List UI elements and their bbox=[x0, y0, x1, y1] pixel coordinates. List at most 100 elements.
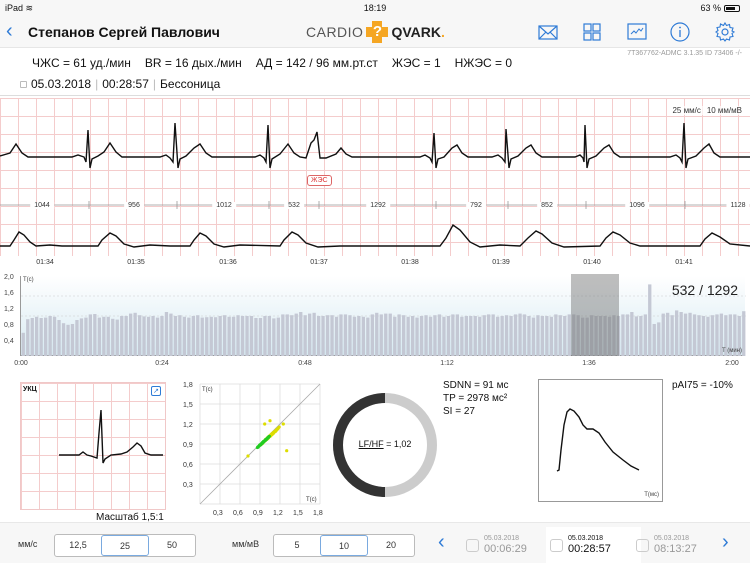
gain-selector[interactable]: 5 10 20 bbox=[273, 534, 415, 557]
record-note: Бессоница bbox=[160, 77, 221, 91]
x-axis-label: T (мин) bbox=[721, 348, 742, 354]
speed-label: 25 мм/с bbox=[672, 106, 701, 115]
pvc-badge[interactable]: ЖЭС bbox=[307, 175, 332, 186]
gear-icon[interactable] bbox=[714, 21, 736, 43]
ecg-strip[interactable]: 25 мм/с 10 мм/мВ ЖЭС 1044 956 1012 532 1292 7… bbox=[0, 98, 750, 270]
record-item-active[interactable]: 05.03.2018 00:28:57 bbox=[546, 527, 641, 563]
ecg-lead-1 bbox=[0, 122, 750, 169]
record-checkbox[interactable] bbox=[550, 538, 563, 552]
y-tick: 1,2 bbox=[183, 422, 193, 429]
device-label: iPad ≋ bbox=[5, 3, 34, 13]
tp-value: TP = 2978 мс² bbox=[443, 393, 508, 404]
rr-interval-value: 1096 bbox=[625, 202, 649, 209]
x-tick: 1:36 bbox=[582, 360, 596, 367]
mail-icon[interactable] bbox=[537, 21, 559, 43]
logo-dot: . bbox=[440, 24, 445, 40]
lf-hf-label: LF/HF = 1,02 bbox=[332, 439, 438, 449]
y-tick: 1,2 bbox=[4, 306, 14, 313]
record-checkbox[interactable] bbox=[466, 538, 479, 552]
patient-name: Степанов Сергей Павлович bbox=[28, 24, 220, 40]
ukc-label: УКЦ bbox=[23, 386, 37, 393]
si-value: SI = 27 bbox=[443, 406, 475, 417]
gain-option-10[interactable]: 10 bbox=[320, 535, 368, 556]
speed-option-12-5[interactable]: 12,5 bbox=[69, 540, 87, 550]
vital-pvc: ЖЭС = 1 bbox=[391, 56, 441, 70]
pulsogram-chart: T(мс) bbox=[538, 379, 663, 502]
x-tick: 1,8 bbox=[313, 510, 323, 517]
record-info: 05.03.2018 | 00:28:57 | Бессоница bbox=[20, 77, 220, 91]
analysis-panels: УКЦ ↗ Масштаб 1,5:1 1,8 1,5 1,2 0,9 0,6 … bbox=[0, 375, 750, 523]
record-time: 00:28:57 bbox=[102, 77, 149, 91]
chevron-right-icon[interactable]: › bbox=[722, 531, 729, 553]
x-tick: 0:00 bbox=[14, 360, 28, 367]
x-tick: 0:24 bbox=[155, 360, 169, 367]
nav-bar: ‹ Степанов Сергей Павлович CARDIO ? QVAR… bbox=[0, 16, 750, 48]
device-id: 7T367762-ADMC 3.1.35 ID 73406 -/- bbox=[627, 50, 742, 57]
time-tick: 01:41 bbox=[675, 259, 693, 266]
y-tick: 0,6 bbox=[183, 462, 193, 469]
grid-icon[interactable] bbox=[581, 21, 603, 43]
record-item[interactable]: 05.03.2018 08:13:27 bbox=[632, 527, 727, 563]
record-date: 05.03.2018 bbox=[484, 535, 520, 542]
rhythmogram-bars bbox=[21, 284, 746, 356]
x-tick: 1,5 bbox=[293, 510, 303, 517]
lf-hf-chart: LF/HF = 1,02 bbox=[332, 392, 438, 498]
time-tick: 01:37 bbox=[310, 259, 328, 266]
patient-info: 7T367762-ADMC 3.1.35 ID 73406 -/- ЧЖС = … bbox=[0, 48, 750, 96]
gain-option-20[interactable]: 20 bbox=[385, 540, 396, 550]
vital-hr: ЧЖС = 61 уд./мин bbox=[32, 56, 131, 70]
ecg-time-axis: 01:34 01:35 01:36 01:37 01:38 01:39 01:40 01:41 bbox=[0, 256, 750, 270]
record-checkbox[interactable] bbox=[20, 80, 27, 88]
logo-cardio: CARDIO bbox=[306, 24, 364, 40]
speed-option-50[interactable]: 50 bbox=[166, 540, 177, 550]
chevron-left-icon[interactable]: ‹ bbox=[6, 20, 13, 42]
average-complex-panel: УКЦ ↗ bbox=[20, 382, 166, 510]
gain-option-5[interactable]: 5 bbox=[294, 540, 300, 550]
record-time: 08:13:27 bbox=[654, 543, 697, 555]
pai-value: pAI75 = -10% bbox=[672, 380, 733, 391]
rr-interval-value: 1012 bbox=[212, 202, 236, 209]
time-tick: 01:34 bbox=[36, 259, 54, 266]
lf-hf-key: LF/HF bbox=[358, 439, 384, 449]
record-date: 05.03.2018 bbox=[568, 535, 604, 542]
ecg-scale-label: 25 мм/с 10 мм/мВ bbox=[672, 106, 742, 115]
y-tick: 1,8 bbox=[183, 382, 193, 389]
speed-selector[interactable]: 12,5 25 50 bbox=[54, 534, 196, 557]
record-item[interactable]: 05.03.2018 00:06:29 bbox=[462, 527, 557, 563]
rhythmogram-plot[interactable] bbox=[20, 276, 746, 356]
x-tick: 1,2 bbox=[273, 510, 283, 517]
y-tick: 1,6 bbox=[4, 290, 14, 297]
clock: 18:19 bbox=[363, 3, 387, 13]
time-tick: 01:40 bbox=[583, 259, 601, 266]
record-date: 05.03.2018 bbox=[654, 535, 690, 542]
logo-qvark: QVARK bbox=[391, 24, 441, 40]
vital-svpc: НЖЭС = 0 bbox=[454, 56, 513, 70]
time-tick: 01:35 bbox=[127, 259, 145, 266]
expand-icon[interactable]: ↗ bbox=[151, 386, 161, 396]
x-axis-label: T(с) bbox=[306, 497, 317, 503]
rr-interval-value: 1128 bbox=[726, 202, 750, 209]
y-axis-label: T(с) bbox=[23, 277, 34, 283]
selection-window[interactable] bbox=[571, 274, 619, 356]
y-tick: 1,5 bbox=[183, 402, 193, 409]
rr-readout: 532 / 1292 bbox=[671, 282, 738, 298]
rr-interval-value: 852 bbox=[537, 202, 557, 209]
info-icon[interactable] bbox=[669, 21, 691, 43]
vital-br: BR = 16 дых./мин bbox=[144, 56, 242, 70]
record-time: 00:06:29 bbox=[484, 543, 527, 555]
chart-icon[interactable] bbox=[626, 21, 648, 43]
wifi-icon: ≋ bbox=[25, 3, 34, 13]
rr-interval-value: 956 bbox=[124, 202, 144, 209]
divider: | bbox=[95, 77, 99, 91]
speed-option-25[interactable]: 25 bbox=[101, 535, 149, 556]
scattergram: 1,8 1,5 1,2 0,9 0,6 0,3 0,3 0,6 0,9 1,2 … bbox=[183, 382, 323, 517]
x-tick: 0,6 bbox=[233, 510, 243, 517]
record-time: 00:28:57 bbox=[568, 543, 611, 555]
time-tick: 01:39 bbox=[492, 259, 510, 266]
chevron-left-icon[interactable]: ‹ bbox=[438, 531, 445, 553]
record-checkbox[interactable] bbox=[636, 538, 649, 552]
x-axis-label: T(мс) bbox=[644, 492, 659, 498]
battery-icon bbox=[724, 4, 740, 12]
rr-interval-value: 1044 bbox=[30, 202, 54, 209]
rhythmogram[interactable]: 2,0 1,6 1,2 0,8 0,4 0:00 0:24 0:48 1:12 … bbox=[0, 272, 750, 372]
